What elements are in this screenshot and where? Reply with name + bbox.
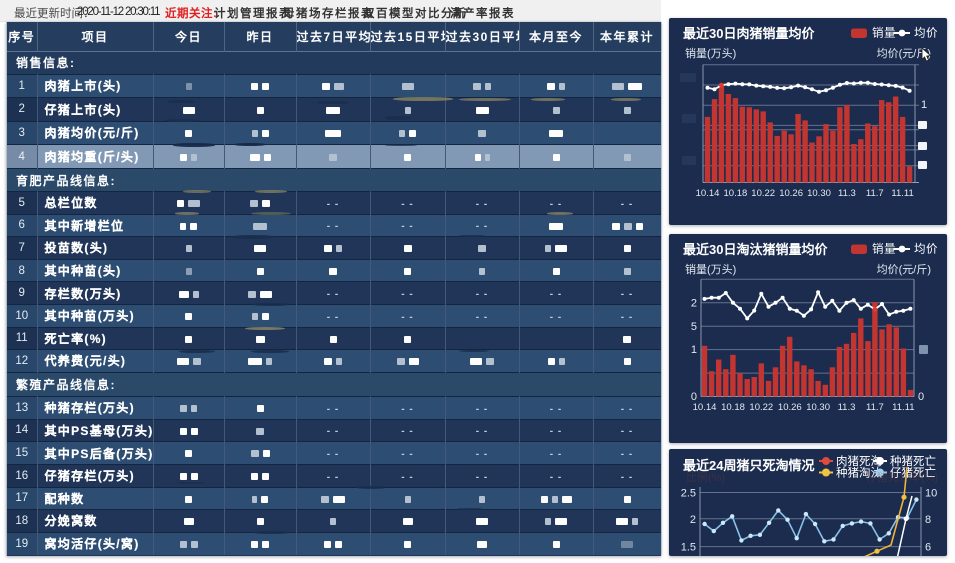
svg-text:11.3: 11.3: [838, 188, 856, 199]
svg-text:10.22: 10.22: [749, 402, 773, 413]
svg-text:1: 1: [921, 99, 927, 111]
svg-text:种猪淘汰: 种猪淘汰: [836, 466, 882, 480]
svg-text:11.3: 11.3: [838, 402, 856, 413]
svg-text:2.5: 2.5: [681, 488, 696, 500]
svg-text:10: 10: [925, 488, 937, 500]
svg-text:销量(万头): 销量(万头): [685, 262, 736, 276]
svg-text:仔猪死亡率(%): 仔猪死亡率(%): [866, 470, 938, 484]
svg-text:11.7: 11.7: [866, 402, 884, 413]
svg-text:10.22: 10.22: [751, 188, 775, 199]
svg-text:最近24周猪只死淘情况: 最近24周猪只死淘情况: [683, 458, 814, 473]
svg-text:最近30日肉猪销量均价: 最近30日肉猪销量均价: [683, 26, 815, 41]
svg-text:11.11: 11.11: [891, 188, 913, 199]
svg-text:10.30: 10.30: [807, 188, 831, 199]
svg-text:0: 0: [918, 391, 924, 403]
svg-text:均价: 均价: [914, 27, 938, 40]
svg-text:均价(元/斤): 均价(元/斤): [877, 263, 931, 276]
svg-text:0: 0: [691, 391, 697, 403]
svg-text:均价(元/斤): 均价(元/斤): [877, 47, 931, 60]
svg-text:仔猪死亡: 仔猪死亡: [890, 466, 936, 480]
svg-text:1: 1: [691, 344, 697, 356]
svg-text:6: 6: [925, 542, 931, 554]
svg-text:10.14: 10.14: [693, 402, 717, 413]
svg-text:2: 2: [691, 297, 697, 309]
svg-text:5: 5: [691, 320, 697, 332]
svg-text:10.18: 10.18: [724, 188, 748, 199]
svg-text:比例(%): 比例(%): [686, 470, 725, 484]
svg-text:10.14: 10.14: [696, 188, 720, 199]
svg-text:11.7: 11.7: [866, 188, 884, 199]
svg-text:均价: 均价: [914, 242, 938, 255]
svg-text:1.5: 1.5: [681, 542, 696, 554]
svg-text:肉猪死淘: 肉猪死淘: [836, 455, 882, 468]
svg-text:销量: 销量: [872, 241, 896, 255]
svg-text:2: 2: [690, 514, 696, 526]
svg-text:最近30日淘汰猪销量均价: 最近30日淘汰猪销量均价: [683, 242, 828, 257]
svg-text:10.26: 10.26: [778, 402, 802, 413]
svg-text:销量(万头): 销量(万头): [685, 46, 736, 60]
svg-text:10.30: 10.30: [806, 402, 830, 413]
svg-text:种猪死亡: 种猪死亡: [890, 454, 936, 468]
svg-text:10.18: 10.18: [721, 402, 745, 413]
svg-text:销量: 销量: [872, 26, 896, 40]
svg-text:11.11: 11.11: [892, 402, 914, 413]
svg-text:10.26: 10.26: [779, 188, 803, 199]
svg-text:8: 8: [925, 514, 931, 526]
